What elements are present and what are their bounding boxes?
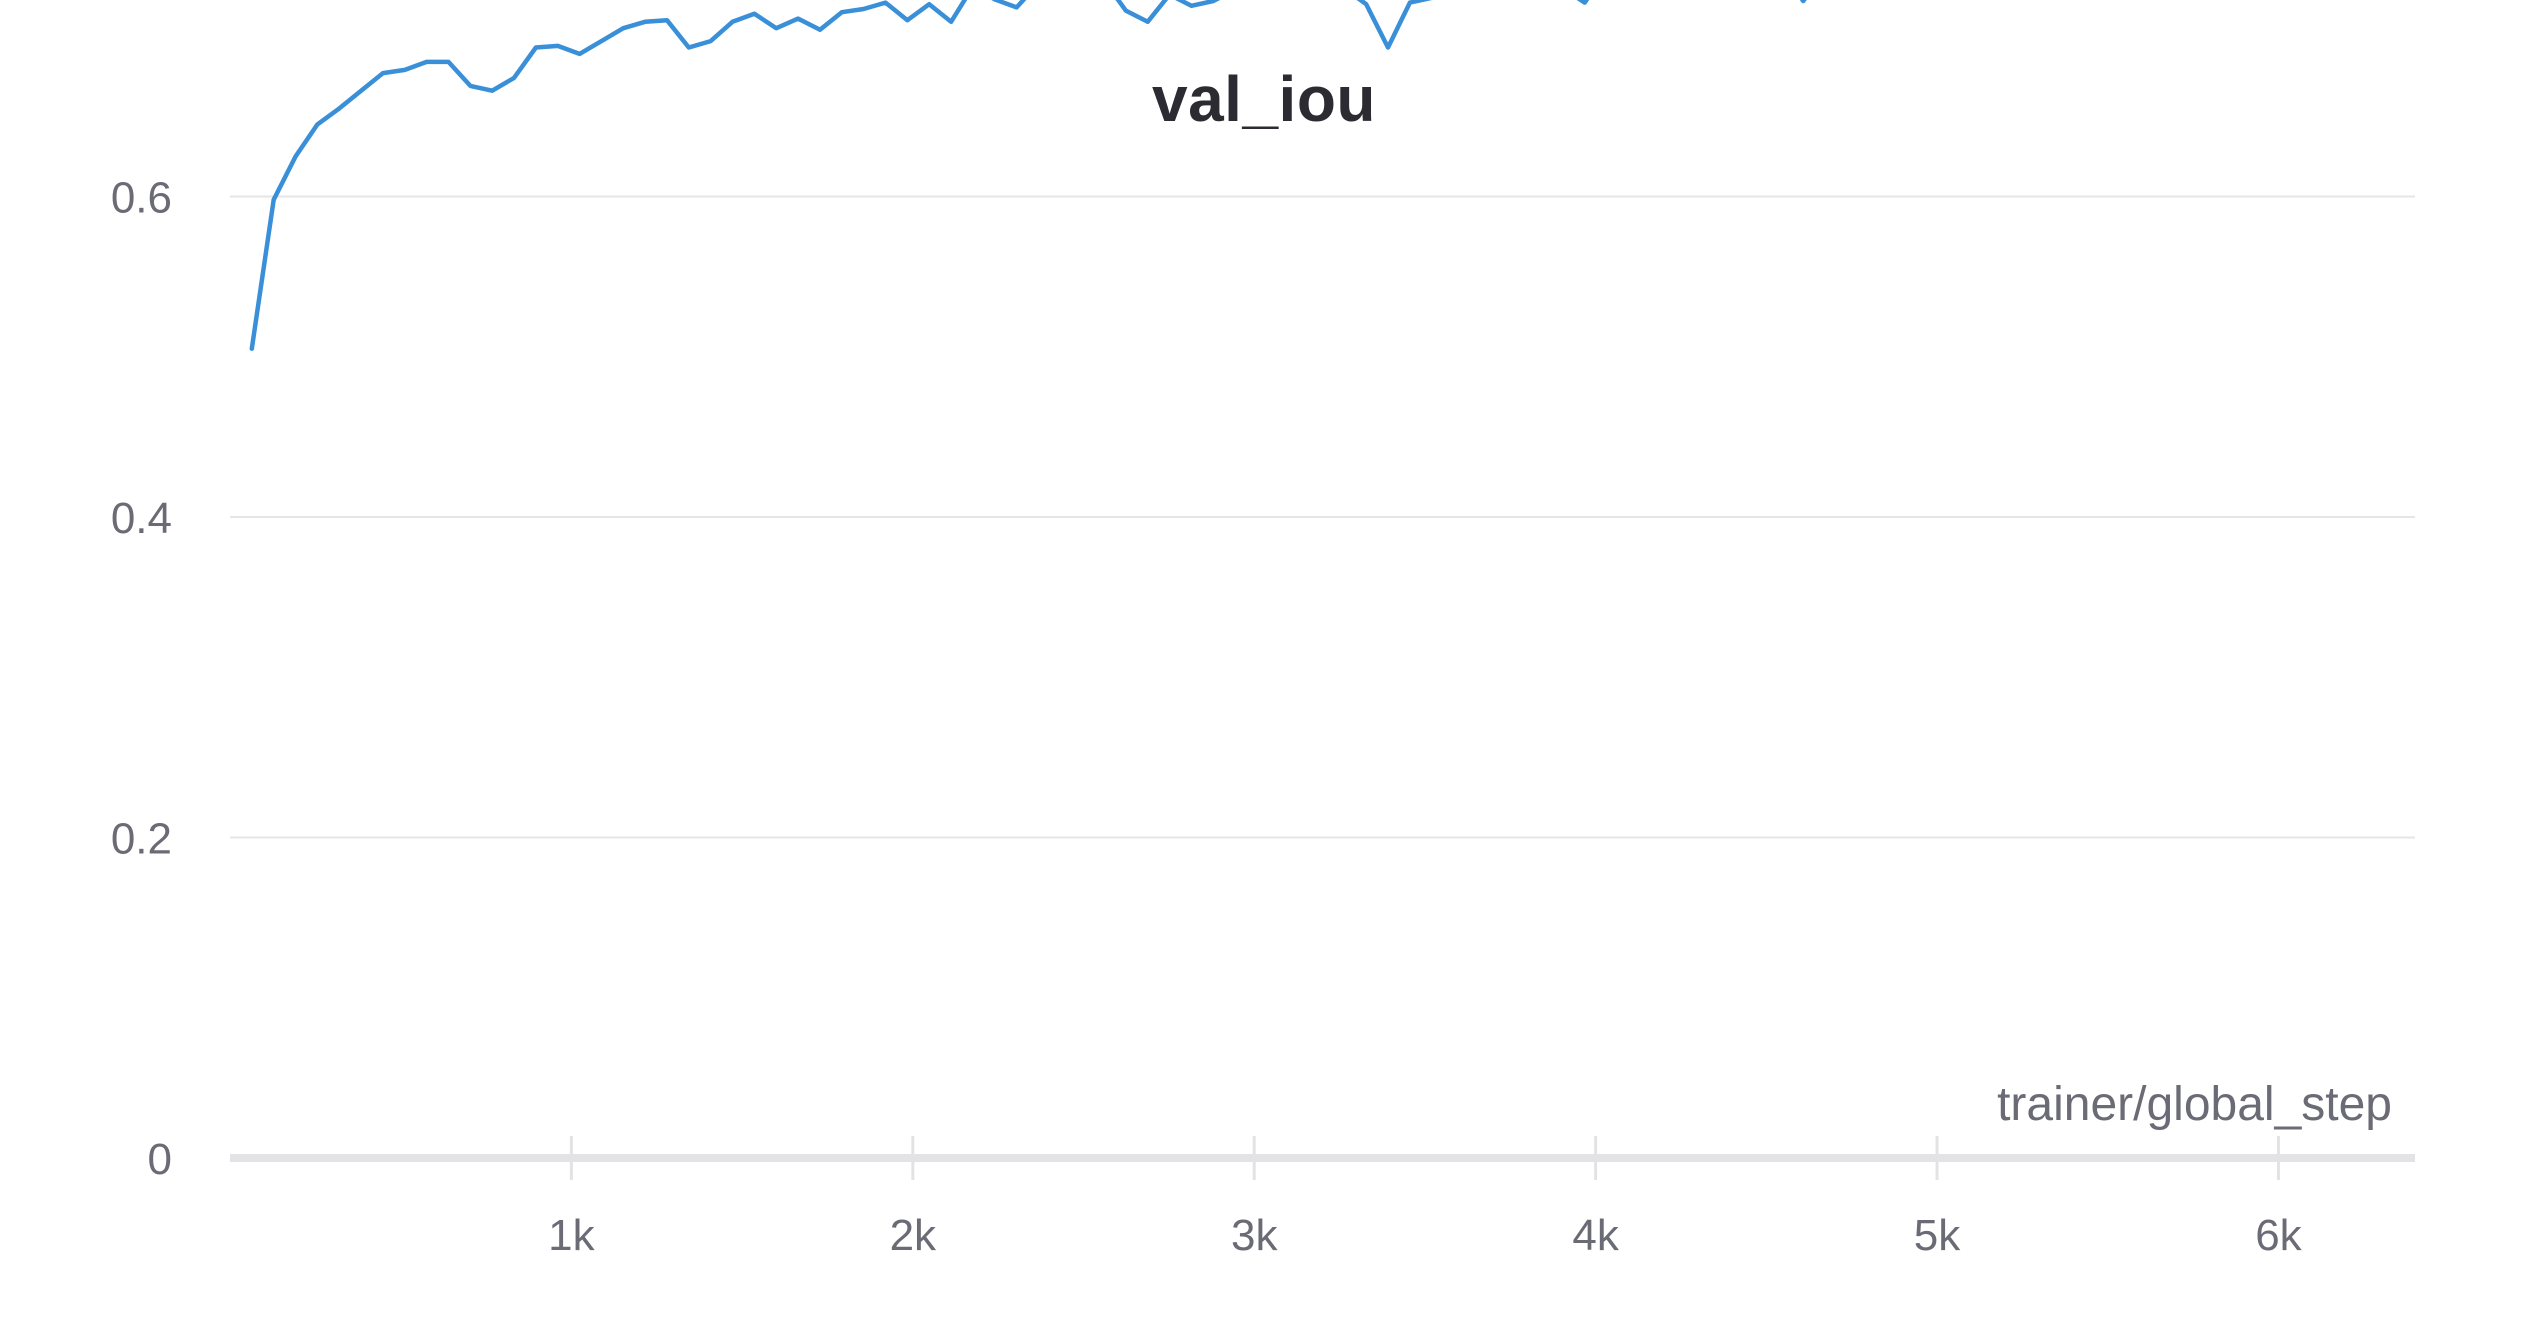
chart-title: val_iou (1151, 63, 1377, 135)
y-tick-label: 0 (148, 1135, 172, 1184)
y-tick-label: 0.6 (111, 174, 172, 223)
x-tick-label: 1k (548, 1211, 595, 1260)
x-tick-label: 5k (1914, 1211, 1961, 1260)
x-tick-label: 4k (1572, 1211, 1619, 1260)
series-line (249, 0, 1807, 351)
x-tick-label: 6k (2255, 1211, 2302, 1260)
y-tick-label: 0.4 (111, 494, 172, 543)
y-tick-label: 0.2 (111, 815, 172, 864)
x-tick-label: 2k (890, 1211, 937, 1260)
x-axis-label: trainer/global_step (1997, 1078, 2392, 1131)
x-tick-label: 3k (1231, 1211, 1278, 1260)
